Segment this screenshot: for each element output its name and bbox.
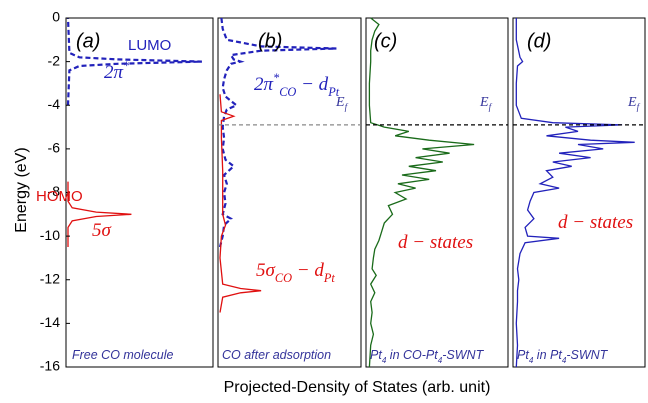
panel-caption-part: 4 [562, 356, 567, 365]
panel-frame [512, 17, 646, 368]
annotation: 5σCO − dPt [256, 260, 335, 284]
y-tick-label: 0 [52, 9, 60, 25]
panel-label: (d) [527, 30, 551, 52]
dos-curve [515, 18, 635, 368]
panel-caption-part: -SWNT [442, 348, 484, 362]
panel-caption-part: in CO-Pt [386, 348, 438, 362]
panel-caption: Pt4 in Pt4-SWNT [517, 348, 609, 364]
annotation-part: CO [275, 271, 292, 285]
panel-frame [217, 17, 362, 368]
y-tick-label: -12 [40, 270, 60, 286]
annotation-part: − d [292, 260, 324, 281]
annotation-part: * [273, 71, 280, 85]
panel-caption-part: 4 [382, 356, 387, 365]
annotation: LUMO [128, 37, 171, 54]
annotation-part: − d [296, 74, 328, 95]
annotation-part: LUMO [128, 37, 171, 54]
fermi-label-part: f [637, 102, 641, 112]
panel-caption-part: 4 [438, 356, 443, 365]
dos-curve [66, 17, 202, 106]
panel-label: (a) [76, 30, 100, 52]
annotation-part: 5σ [92, 220, 112, 241]
y-tick-label: -4 [48, 96, 61, 112]
fermi-label: Ef [627, 95, 641, 112]
annotation-part: 2π [104, 62, 124, 83]
fermi-label-part: E [479, 95, 489, 110]
annotation-part: 5σ [256, 260, 276, 281]
annotation: 2π* [104, 59, 130, 84]
y-tick-label: -8 [48, 183, 61, 199]
panel-frame [65, 17, 214, 368]
dos-curve [218, 17, 337, 248]
fermi-label-part: f [345, 102, 349, 112]
panel-caption: Free CO molecule [72, 348, 173, 362]
y-tick-label: -2 [48, 52, 61, 68]
fermi-label-part: f [489, 102, 493, 112]
dos-curve [67, 181, 132, 247]
annotation: 2π*CO − dPt [254, 71, 340, 99]
dos-curve [219, 94, 262, 313]
fermi-label-part: E [335, 95, 345, 110]
panel-caption: Pt4 in CO-Pt4-SWNT [370, 348, 485, 364]
annotation: d − states [398, 232, 473, 253]
panel-caption: CO after adsorption [222, 348, 331, 362]
fermi-label: Ef [479, 95, 493, 112]
annotation: HOMO [36, 188, 83, 205]
panel-caption-part: Pt [517, 348, 529, 362]
panel-caption-part: Free CO molecule [72, 348, 173, 362]
panel-frame [365, 17, 509, 368]
fermi-label: Ef [335, 95, 349, 112]
y-tick-label: -6 [48, 140, 61, 156]
annotation-part: Pt [323, 271, 336, 285]
annotation: d − states [558, 212, 633, 233]
panel-caption-part: Pt [370, 348, 382, 362]
x-axis-label: Projected-Density of States (arb. unit) [224, 379, 491, 396]
annotation-part: HOMO [36, 188, 83, 205]
panel-caption-part: in Pt [533, 348, 562, 362]
annotation-part: Pt [327, 85, 340, 99]
panel-label: (c) [374, 30, 397, 52]
dos-curve [368, 17, 475, 368]
annotation-part: 2π [254, 74, 274, 95]
y-tick-label: -16 [40, 358, 60, 374]
annotation-part: d − states [558, 212, 633, 233]
y-tick-label: -10 [40, 227, 60, 243]
panel-label: (b) [258, 30, 282, 52]
annotation: 5σ [92, 220, 112, 241]
fermi-label-part: E [627, 95, 637, 110]
panel-caption-part: CO after adsorption [222, 348, 331, 362]
y-axis-label: Energy (eV) [13, 147, 30, 232]
annotation-part: * [123, 59, 130, 73]
y-tick-label: -14 [40, 314, 60, 330]
annotation-part: CO [279, 85, 296, 99]
panel-caption-part: 4 [529, 356, 534, 365]
annotation-part: d − states [398, 232, 473, 253]
panel-caption-part: -SWNT [566, 348, 608, 362]
